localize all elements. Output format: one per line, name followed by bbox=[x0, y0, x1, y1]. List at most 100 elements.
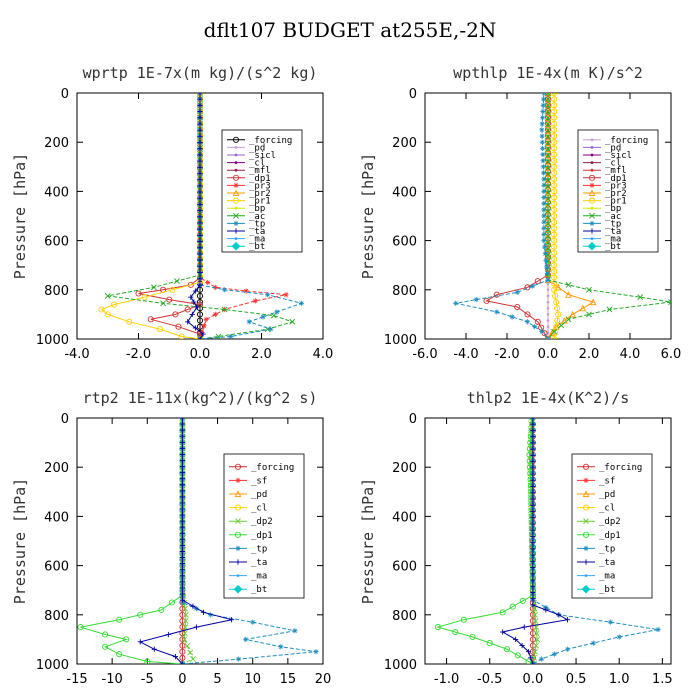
series-ac-line bbox=[107, 93, 294, 339]
series-ta-point bbox=[179, 597, 186, 603]
panel-title: rtp2 1E-11x(kg^2)/(kg^2 s) bbox=[83, 389, 318, 407]
series-dp1-line bbox=[80, 418, 183, 664]
series-pr2-point bbox=[544, 157, 552, 165]
series-ta-point bbox=[179, 542, 186, 549]
series-tp-point bbox=[532, 324, 538, 330]
series-ta-point bbox=[188, 294, 194, 300]
series-tp-point bbox=[540, 108, 546, 115]
series-tp-point bbox=[541, 176, 547, 182]
series-tp-point bbox=[544, 264, 550, 270]
series-ta-point bbox=[200, 609, 207, 615]
legend-entry-pr3-marker bbox=[233, 182, 239, 188]
series-pr1-point bbox=[551, 132, 558, 140]
series-ta-point bbox=[197, 93, 203, 96]
y-tick-label: 400 bbox=[392, 510, 417, 525]
series-forcing-point bbox=[196, 311, 204, 318]
series-pr1-point bbox=[551, 335, 558, 339]
legend-entry-dp1-label: _dp1 bbox=[249, 174, 271, 184]
legend-entry-ac-label: _ac bbox=[249, 212, 265, 222]
series-tp-point bbox=[509, 314, 515, 320]
series-ta-point bbox=[192, 288, 198, 294]
legend-entry-pd-marker bbox=[582, 490, 590, 498]
legend-entry-dp2-label: _dp2 bbox=[599, 517, 621, 527]
series-ta-point bbox=[197, 152, 203, 158]
series-ac-point bbox=[545, 189, 551, 196]
legend-entry-pr2-marker bbox=[588, 189, 596, 197]
series-tp-point bbox=[539, 329, 545, 335]
series-tp-point bbox=[543, 257, 549, 263]
legend-entry-forcing-label: _forcing bbox=[251, 463, 294, 473]
series-pr1-point bbox=[551, 194, 558, 201]
series-forcing-point bbox=[529, 642, 536, 649]
series-ta-point bbox=[564, 617, 571, 623]
series-ac-point bbox=[545, 102, 551, 109]
series-ac-point bbox=[545, 121, 551, 128]
series-forcing-point bbox=[196, 317, 204, 324]
legend-entry-forcing-marker bbox=[232, 136, 240, 143]
series-tp-point bbox=[541, 244, 548, 250]
series-ac-point bbox=[545, 164, 551, 171]
series-dp2-point bbox=[182, 605, 188, 612]
series-pr2-point bbox=[579, 304, 587, 312]
legend-entry-ta-label: _ta bbox=[599, 558, 615, 568]
series-dp2-point bbox=[531, 654, 537, 661]
legend-entry-mfl-label: _mfl bbox=[605, 166, 627, 176]
series-ta-point bbox=[179, 518, 186, 524]
series-tp-point bbox=[590, 640, 596, 646]
series-pr1-point bbox=[551, 120, 558, 127]
series-ta-point bbox=[530, 577, 536, 583]
legend-entry-bt-label: _bt bbox=[599, 585, 615, 595]
series-ta-point bbox=[197, 170, 203, 177]
series-pr2-point bbox=[554, 283, 562, 291]
series-pr1-point bbox=[551, 108, 558, 115]
series-tp-line bbox=[455, 93, 549, 339]
series-ta-point bbox=[179, 661, 186, 664]
series-pr3-point bbox=[205, 279, 211, 286]
series-ta-point bbox=[197, 146, 203, 152]
series-pr1-point bbox=[551, 274, 558, 281]
legend-entry-bp-marker bbox=[234, 206, 238, 210]
legend-entry-ma-label: _ma bbox=[605, 235, 621, 245]
series-ta-point bbox=[197, 208, 203, 214]
y-tick-label: 600 bbox=[392, 560, 417, 575]
series-ta-point bbox=[194, 304, 200, 310]
series-pr1-point bbox=[104, 311, 111, 318]
series-ta-point bbox=[191, 299, 197, 305]
y-tick-label: 400 bbox=[44, 185, 69, 200]
y-tick-label: 1000 bbox=[36, 658, 69, 673]
series-pr2-point bbox=[589, 298, 597, 306]
panel-title: wpthlp 1E-4x(m K)/s^2 bbox=[453, 64, 643, 82]
series-ta-point bbox=[530, 452, 536, 458]
x-tick-label: 4.0 bbox=[313, 347, 334, 362]
series-ta-point bbox=[179, 421, 186, 427]
series-layer bbox=[77, 418, 319, 664]
series-ta-point bbox=[179, 554, 186, 561]
series-pr2-point bbox=[544, 139, 552, 146]
series-ta-point bbox=[179, 482, 186, 488]
series-ta-point bbox=[179, 427, 186, 433]
series-pr2-point bbox=[544, 151, 552, 159]
legend-entry-tp-marker bbox=[233, 220, 239, 226]
legend-entry-bp-label: _bp bbox=[249, 204, 265, 214]
series-ta-point bbox=[197, 164, 203, 170]
series-ac-point bbox=[545, 252, 551, 258]
series-dp1-point bbox=[158, 606, 165, 613]
series-ta-point bbox=[197, 214, 203, 220]
series-ta-point bbox=[197, 96, 203, 102]
series-dp1-point bbox=[102, 643, 109, 650]
series-pr3-point bbox=[283, 292, 289, 298]
series-pr2-point bbox=[544, 133, 552, 140]
series-ta-point bbox=[530, 459, 536, 465]
series-dp2-point bbox=[533, 642, 540, 649]
series-dp1-point bbox=[168, 599, 175, 606]
series-tp-point bbox=[222, 287, 228, 293]
chart-panel-2: wpthlp 1E-4x(m K)/s^2 Pressure [hPa] -6.0 -… bbox=[359, 64, 681, 362]
series-ta-line bbox=[138, 418, 232, 664]
series-dp2-point bbox=[181, 636, 188, 643]
series-pr1-point bbox=[156, 326, 164, 333]
series-tp-point bbox=[540, 158, 546, 164]
series-tp-point bbox=[541, 194, 547, 201]
series-forcing-point bbox=[546, 319, 550, 322]
series-dp1-point bbox=[102, 631, 109, 638]
